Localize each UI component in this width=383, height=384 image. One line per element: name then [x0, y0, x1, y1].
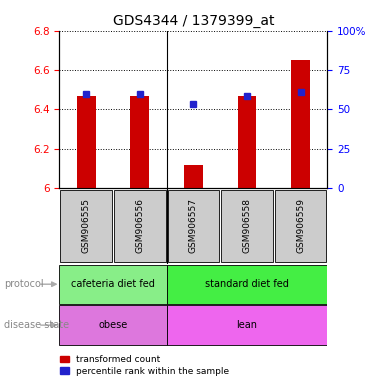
- FancyBboxPatch shape: [167, 306, 327, 345]
- Text: protocol: protocol: [4, 279, 43, 289]
- Text: standard diet fed: standard diet fed: [205, 279, 289, 289]
- Text: GSM906557: GSM906557: [189, 199, 198, 253]
- Legend: transformed count, percentile rank within the sample: transformed count, percentile rank withi…: [56, 352, 233, 379]
- Text: cafeteria diet fed: cafeteria diet fed: [71, 279, 155, 289]
- FancyBboxPatch shape: [59, 306, 167, 345]
- Text: GSM906558: GSM906558: [242, 199, 252, 253]
- FancyBboxPatch shape: [61, 190, 112, 262]
- FancyBboxPatch shape: [275, 190, 326, 262]
- Text: obese: obese: [98, 320, 128, 330]
- Bar: [77, 96, 96, 188]
- Title: GDS4344 / 1379399_at: GDS4344 / 1379399_at: [113, 14, 274, 28]
- Text: GSM906559: GSM906559: [296, 199, 305, 253]
- FancyBboxPatch shape: [114, 190, 165, 262]
- FancyBboxPatch shape: [167, 265, 327, 304]
- Bar: [130, 96, 149, 188]
- FancyBboxPatch shape: [168, 190, 219, 262]
- Text: lean: lean: [237, 320, 257, 330]
- FancyBboxPatch shape: [59, 265, 167, 304]
- FancyBboxPatch shape: [221, 190, 273, 262]
- Text: GSM906555: GSM906555: [82, 199, 91, 253]
- Text: GSM906556: GSM906556: [135, 199, 144, 253]
- Bar: [237, 96, 257, 188]
- Bar: [184, 164, 203, 188]
- Text: disease state: disease state: [4, 320, 69, 330]
- Bar: [291, 60, 310, 188]
